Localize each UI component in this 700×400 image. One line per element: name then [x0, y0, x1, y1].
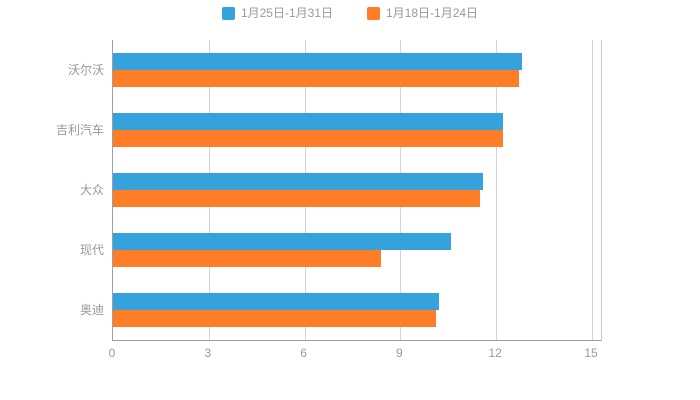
legend-swatch-blue-icon [221, 7, 235, 20]
legend-label: 1月18日-1月24日 [386, 6, 479, 20]
plot-area [112, 40, 602, 341]
bar-blue [113, 293, 439, 310]
gridline [592, 40, 593, 340]
x-axis-ticks: 0 3 6 9 12 15 [108, 346, 600, 362]
x-tick-label: 15 [584, 346, 598, 360]
y-category-label: 吉利汽车 [55, 123, 104, 137]
bar-blue [113, 113, 503, 130]
chart-legend: 1月25日-1月31日 1月18日-1月24日 [0, 7, 700, 20]
y-axis-labels: 沃尔沃吉利汽车大众现代奥迪 [0, 40, 104, 340]
x-tick-label: 6 [300, 346, 307, 360]
legend-item-week1[interactable]: 1月18日-1月24日 [367, 7, 478, 20]
bar-orange [113, 130, 503, 147]
bar-orange [113, 250, 382, 267]
y-category-label: 奥迪 [79, 303, 104, 317]
bar-blue [113, 173, 484, 190]
bar-orange [113, 310, 436, 327]
x-tick-label: 9 [396, 346, 403, 360]
x-tick-label: 12 [488, 346, 502, 360]
legend-swatch-orange-icon [367, 7, 380, 20]
x-tick-label: 0 [108, 346, 116, 360]
bar-orange [113, 190, 481, 207]
gridline [496, 40, 498, 340]
legend-item-week2[interactable]: 1月25日-1月31日 [221, 6, 333, 20]
bar-blue [113, 53, 522, 70]
y-category-label: 沃尔沃 [67, 63, 104, 77]
bar-orange [113, 70, 519, 87]
y-category-label: 大众 [79, 183, 104, 197]
y-category-label: 现代 [79, 243, 104, 257]
legend-label: 1月25日-1月31日 [240, 6, 333, 20]
x-tick-label: 3 [204, 346, 212, 360]
bar-blue [113, 233, 452, 250]
